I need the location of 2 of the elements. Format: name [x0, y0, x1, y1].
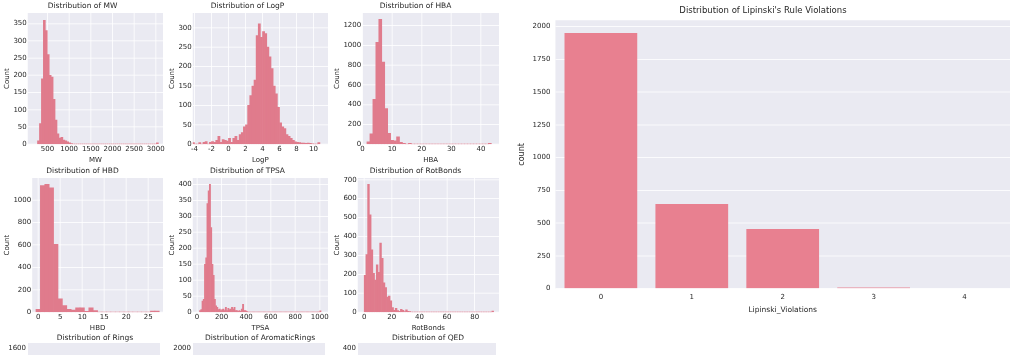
y-axis-title: count: [516, 143, 526, 166]
chart-title: Distribution of Lipinski's Rule Violations: [679, 5, 848, 16]
